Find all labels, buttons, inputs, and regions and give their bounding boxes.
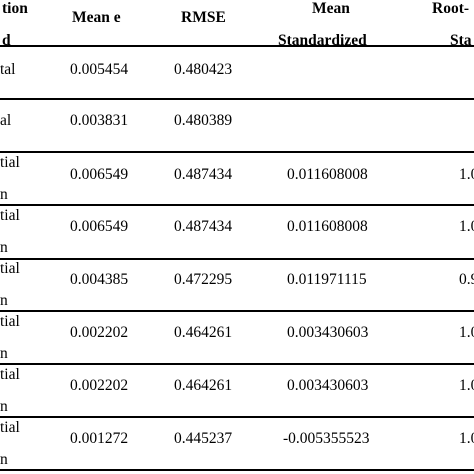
row-label: tial	[0, 207, 20, 224]
rmse-cell: 0.480423	[174, 61, 233, 78]
header-method-line1: tion	[2, 0, 28, 17]
mean-standardized-cell: 0.011971115	[287, 271, 367, 288]
header-rule	[0, 45, 474, 47]
row-divider	[0, 416, 474, 418]
root-cell: 1.0	[459, 166, 474, 183]
mean-e-cell: 0.004385	[70, 271, 129, 288]
root-cell: 0.9	[459, 271, 474, 288]
row-label-line2: n	[0, 292, 8, 309]
row-label: tial	[0, 154, 20, 171]
rmse-cell: 0.445237	[174, 430, 233, 447]
row-label: tial	[0, 366, 20, 383]
row-label: tial	[0, 260, 20, 277]
mean-standardized-cell: -0.005355523	[283, 430, 370, 447]
root-cell: 1.0	[459, 218, 474, 235]
mean-e-cell: 0.006549	[70, 166, 129, 183]
row-divider	[0, 258, 474, 260]
mean-e-cell: 0.005454	[70, 61, 129, 78]
rmse-cell: 0.487434	[174, 218, 233, 235]
row-divider	[0, 204, 474, 206]
header-rmse: RMSE	[181, 9, 226, 26]
row-divider	[0, 363, 474, 365]
header-mean-e: Mean e	[72, 9, 121, 26]
root-cell: 1.0	[459, 430, 474, 447]
rmse-cell: 0.464261	[174, 377, 233, 394]
row-label: tal	[0, 61, 16, 78]
root-cell: 1.0	[459, 377, 474, 394]
row-label: tial	[0, 419, 20, 436]
row-label-line2: n	[0, 398, 8, 415]
mean-e-cell: 0.006549	[70, 218, 129, 235]
row-divider	[0, 469, 474, 471]
mean-standardized-cell: 0.011608008	[287, 218, 368, 235]
mean-e-cell: 0.003831	[70, 112, 129, 129]
header-mean-standardized-line1: Mean	[312, 0, 350, 17]
row-divider	[0, 310, 474, 312]
header-root-line2: Sta	[450, 32, 472, 49]
mean-e-cell: 0.002202	[70, 377, 129, 394]
rmse-cell: 0.480389	[174, 112, 233, 129]
mean-standardized-cell: 0.011608008	[287, 166, 368, 183]
mean-standardized-cell: 0.003430603	[287, 324, 369, 341]
row-label: tial	[0, 313, 20, 330]
row-label-line2: n	[0, 186, 8, 203]
mean-e-cell: 0.001272	[70, 430, 129, 447]
rmse-cell: 0.487434	[174, 166, 233, 183]
mean-standardized-cell: 0.003430603	[287, 377, 369, 394]
row-label-line2: n	[0, 239, 8, 256]
row-divider	[0, 151, 474, 153]
mean-e-cell: 0.002202	[70, 324, 129, 341]
row-divider	[0, 98, 474, 100]
header-mean-standardized-line2: Standardized	[278, 32, 367, 49]
header-root-line1: Root-	[432, 0, 470, 17]
row-label: al	[0, 112, 12, 129]
row-label-line2: n	[0, 451, 8, 468]
rmse-cell: 0.464261	[174, 324, 233, 341]
root-cell: 1.0	[459, 324, 474, 341]
row-label-line2: n	[0, 345, 8, 362]
rmse-cell: 0.472295	[174, 271, 233, 288]
header-method-line2: d	[2, 32, 11, 49]
